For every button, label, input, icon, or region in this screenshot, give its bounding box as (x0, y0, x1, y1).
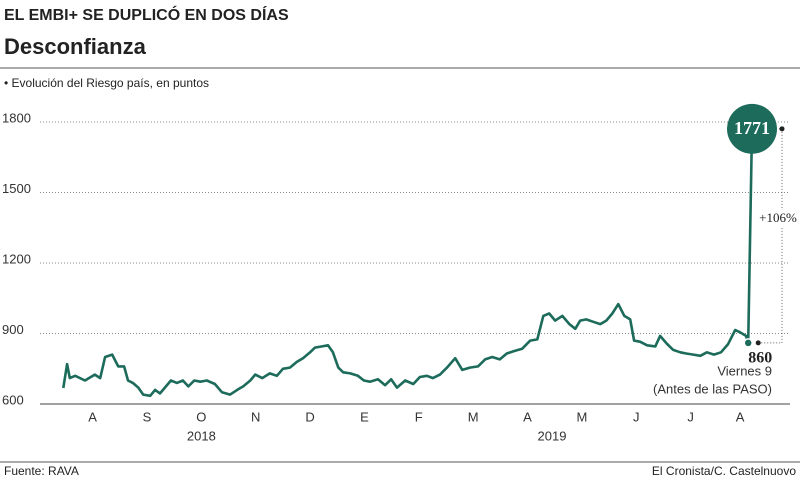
y-tick-label: 1800 (2, 110, 31, 125)
note: Viernes 9 (717, 363, 772, 378)
chart-title: Desconfianza (4, 34, 147, 59)
supertitle: EL EMBI+ SE DUPLICÓ EN DOS DÍAS (4, 5, 289, 24)
last-marker (743, 338, 753, 348)
y-tick-label: 1500 (2, 181, 31, 196)
line (62, 128, 754, 398)
y-tick-label: 900 (2, 322, 24, 337)
note: (Antes de las PASO) (653, 381, 772, 396)
source: Fuente: RAVA (4, 464, 79, 478)
x-tick-label: J (687, 409, 694, 424)
x-tick-label: F (415, 409, 423, 424)
x-tick-label: M (576, 409, 587, 424)
peak-marker (727, 103, 778, 154)
peak-label: 1771 (734, 118, 770, 138)
bracket-dot (755, 340, 761, 346)
year-label: 2018 (187, 428, 216, 443)
x-tick-label: M (468, 409, 479, 424)
x-tick-label: E (360, 409, 369, 424)
y-tick-label: 1200 (2, 251, 31, 266)
bracket-dot (779, 126, 785, 132)
x-tick-label: D (305, 409, 314, 424)
x-tick-label: A (88, 409, 97, 424)
change-label: +106% (759, 210, 797, 225)
x-tick-label: O (196, 409, 206, 424)
credit: El Cronista/C. Castelnuovo (652, 464, 796, 478)
x-tick-label: A (523, 409, 532, 424)
x-tick-label: J (633, 409, 640, 424)
subtitle: • Evolución del Riesgo país, en puntos (4, 76, 209, 90)
last-label: 860 (748, 350, 772, 367)
x-tick-label: S (143, 409, 152, 424)
y-tick-label: 600 (2, 392, 24, 407)
label-bg (756, 209, 800, 228)
year-label: 2019 (538, 428, 567, 443)
x-tick-label: A (736, 409, 745, 424)
x-tick-label: N (251, 409, 260, 424)
